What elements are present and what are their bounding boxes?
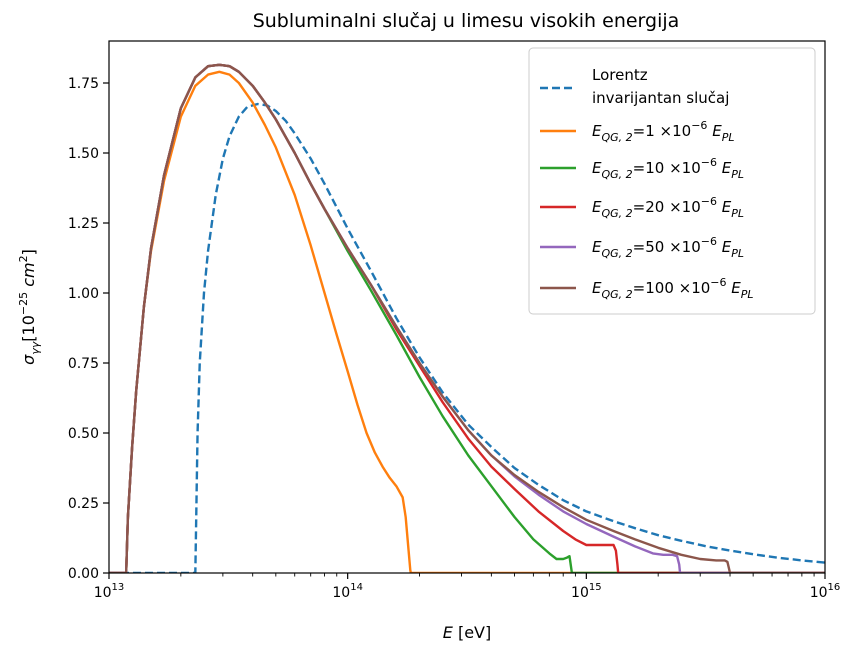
y-axis-title: σγγ[10−25 cm2] bbox=[17, 249, 42, 365]
legend-label-1: EQG, 2=1 ×10−6 EPL bbox=[592, 119, 734, 144]
x-tick-label: 1014 bbox=[332, 582, 363, 601]
x-axis-title: E [eV] bbox=[443, 623, 491, 642]
x-tick-label: 1015 bbox=[571, 582, 602, 601]
series-line-5 bbox=[109, 63, 825, 573]
x-tick-label: 1016 bbox=[810, 582, 841, 601]
y-tick-label: 1.50 bbox=[68, 146, 99, 162]
legend-box bbox=[528, 47, 816, 315]
legend-label-4: EQG, 2=50 ×10−6 EPL bbox=[592, 235, 744, 260]
legend-label-0: Lorentz bbox=[592, 66, 648, 84]
y-tick-label: 0.50 bbox=[68, 426, 99, 442]
legend-label-2: EQG, 2=10 ×10−6 EPL bbox=[592, 156, 744, 181]
plot-series bbox=[109, 63, 825, 573]
y-tick-label: 1.25 bbox=[68, 216, 99, 232]
legend: Lorentz invarijantan slučaj EQG, 2=1 ×10−6… bbox=[528, 47, 816, 315]
y-tick-label: 1.00 bbox=[68, 286, 99, 302]
x-tick-label: 1013 bbox=[94, 582, 125, 601]
legend-label-5: EQG, 2=100 ×10−6 EPL bbox=[592, 276, 754, 301]
series-line-0 bbox=[109, 102, 825, 573]
y-tick-label: 0.75 bbox=[68, 356, 99, 372]
plot-frame bbox=[108, 40, 826, 574]
y-tick-label: 0.00 bbox=[68, 566, 99, 582]
legend-label-0: invarijantan slučaj bbox=[592, 89, 729, 107]
y-tick-label: 1.75 bbox=[68, 76, 99, 92]
legend-label-3: EQG, 2=20 ×10−6 EPL bbox=[592, 195, 744, 220]
chart-title: Subluminalni slučaj u limesu visokih ene… bbox=[253, 10, 680, 32]
axes: 1013 1014 1015 1016 0.00 0.25 0.50 0.75 1.00 1.25… bbox=[17, 40, 841, 642]
y-tick-label: 0.25 bbox=[68, 496, 99, 512]
